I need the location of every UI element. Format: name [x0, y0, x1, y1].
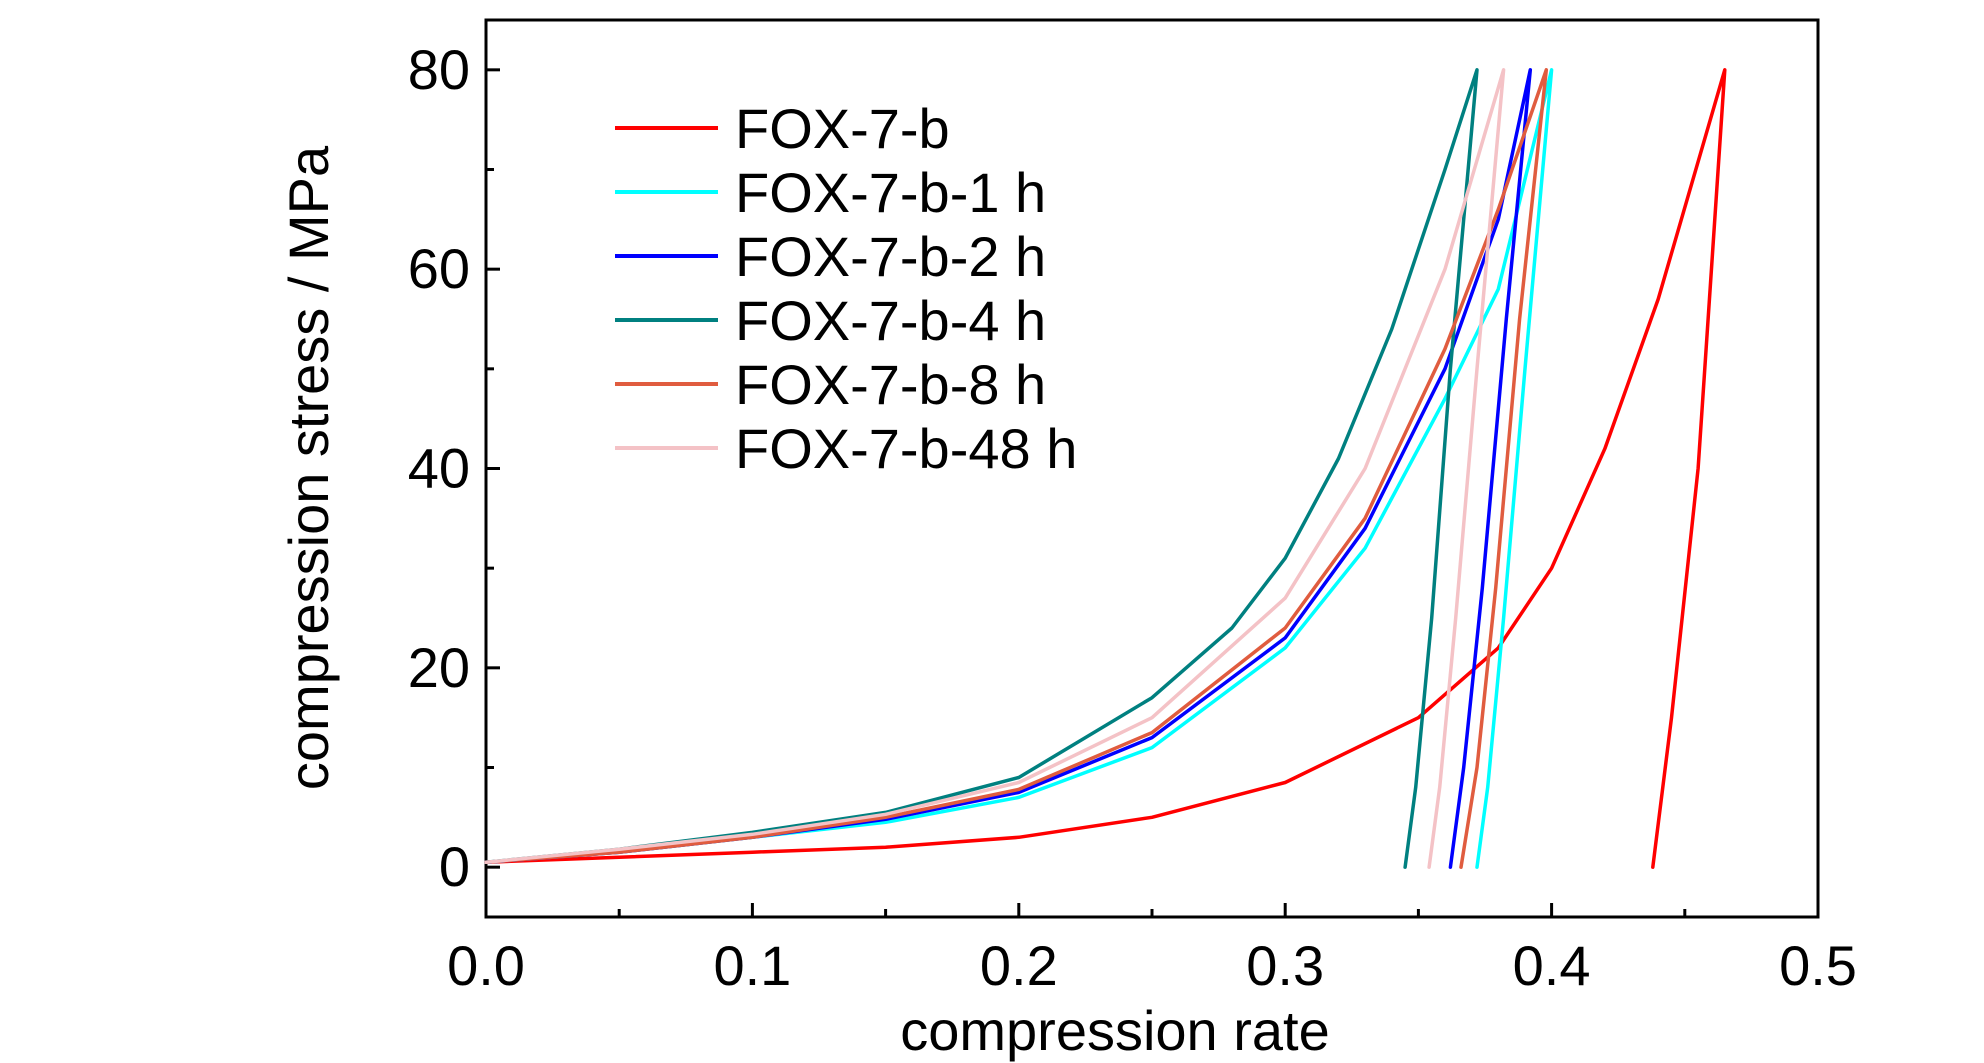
y-tick-label: 20	[408, 636, 470, 699]
y-axis-title: compression stress / MPa	[277, 145, 340, 790]
y-axis: 0 20 40 60 80	[408, 38, 500, 898]
x-tick-label: 0.1	[713, 934, 791, 997]
legend-label: FOX-7-b-48 h	[735, 417, 1077, 480]
series-line-4	[484, 68, 1479, 869]
legend-label: FOX-7-b-4 h	[735, 289, 1046, 352]
x-axis: 0.0 0.1 0.2 0.3 0.4 0.5	[447, 903, 1857, 997]
y-tick-label: 40	[408, 437, 470, 500]
legend-label: FOX-7-b-2 h	[735, 225, 1046, 288]
y-tick-label: 80	[408, 38, 470, 101]
series-line-6	[484, 68, 1506, 869]
legend-item: FOX-7-b	[615, 97, 950, 160]
legend-label: FOX-7-b-8 h	[735, 353, 1046, 416]
series-line-5	[484, 68, 1549, 869]
legend-label: FOX-7-b	[735, 97, 950, 160]
x-tick-label: 0.0	[447, 934, 525, 997]
legend-item: FOX-7-b-48 h	[615, 417, 1077, 480]
y-tick-label: 60	[408, 237, 470, 300]
plot-area-frame	[484, 18, 1820, 919]
legend-item: FOX-7-b-8 h	[615, 353, 1046, 416]
x-axis-title: compression rate	[900, 999, 1330, 1062]
series-line-1	[484, 68, 1727, 869]
legend-label: FOX-7-b-1 h	[735, 161, 1046, 224]
legend-item: FOX-7-b-1 h	[615, 161, 1046, 224]
legend-item: FOX-7-b-2 h	[615, 225, 1046, 288]
series-lines	[484, 68, 1727, 869]
x-tick-label: 0.3	[1246, 934, 1324, 997]
legend-item: FOX-7-b-4 h	[615, 289, 1046, 352]
x-tick-label: 0.4	[1513, 934, 1591, 997]
x-tick-label: 0.5	[1779, 934, 1857, 997]
x-tick-label: 0.2	[980, 934, 1058, 997]
y-tick-label: 0	[439, 835, 470, 898]
